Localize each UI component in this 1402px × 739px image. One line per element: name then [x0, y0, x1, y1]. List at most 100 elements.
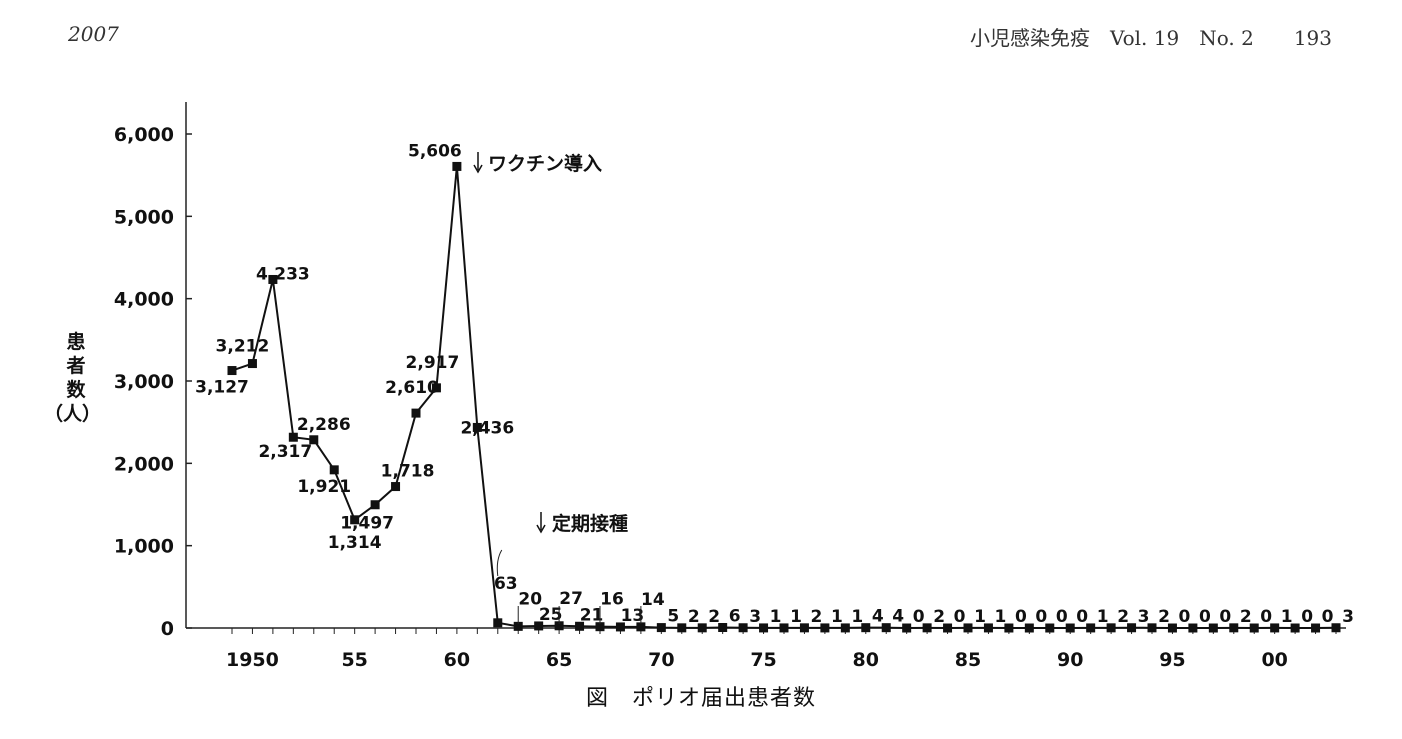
- data-point-1972: [697, 623, 707, 633]
- data-label-1965: 27: [559, 589, 583, 609]
- data-point-1975: [759, 623, 769, 633]
- header-year: 2007: [68, 22, 119, 46]
- annotation-arrowhead-1964: [536, 524, 546, 534]
- data-point-1962: [493, 618, 503, 628]
- data-point-1966: [575, 621, 585, 631]
- data-label-1963: 20: [518, 589, 542, 609]
- data-label-1964: 25: [539, 605, 563, 625]
- data-label-1995: 0: [1179, 607, 1191, 627]
- x-tick-label-1975: 75: [750, 649, 776, 671]
- data-label-1957: 1,718: [381, 462, 435, 482]
- data-label-1976: 1: [790, 607, 802, 627]
- data-point-1995: [1167, 623, 1177, 633]
- data-point-1987: [1004, 623, 1014, 633]
- data-label-1956: 1,497: [340, 514, 394, 534]
- data-label-1951: 4,233: [256, 264, 310, 284]
- data-point-1968: [615, 622, 625, 632]
- data-label-2003: 3: [1342, 607, 1354, 627]
- data-label-1960: 5,606: [408, 141, 462, 161]
- data-label-1997: 0: [1219, 607, 1231, 627]
- y-tick-label-5000: 5,000: [114, 206, 174, 228]
- y-axis-label-line-2: 者: [66, 355, 86, 377]
- data-label-1967: 16: [600, 590, 624, 610]
- data-label-1992: 2: [1117, 607, 1129, 627]
- data-point-1982: [902, 623, 912, 633]
- data-point-1983: [922, 623, 932, 633]
- data-label-1973: 6: [729, 607, 741, 627]
- x-tick-label-1955: 55: [341, 649, 367, 671]
- data-label-1959: 2,917: [406, 353, 460, 373]
- figure-caption: 図 ポリオ届出患者数: [585, 686, 816, 711]
- data-label-1974: 3: [749, 607, 761, 627]
- y-tick-label-4000: 4,000: [114, 289, 174, 311]
- x-tick-label-1985: 85: [955, 649, 981, 671]
- data-label-1986: 1: [995, 607, 1007, 627]
- data-label-1955: 1,314: [328, 533, 382, 553]
- y-axis-label-line-1: 患: [66, 331, 86, 353]
- y-tick-label-0: 0: [161, 618, 174, 640]
- data-point-1956: [370, 500, 380, 510]
- data-point-1984: [943, 623, 953, 633]
- data-point-1989: [1045, 623, 1055, 633]
- data-label-1971: 2: [688, 607, 700, 627]
- x-tick-label-1980: 80: [853, 649, 879, 671]
- data-point-1963: [513, 621, 523, 631]
- data-point-1971: [677, 623, 687, 633]
- x-tick-label-2000: 00: [1261, 649, 1287, 671]
- data-point-1980: [861, 623, 871, 633]
- x-tick-label-1960: 60: [444, 649, 470, 671]
- x-tick-label-1995: 95: [1159, 649, 1185, 671]
- data-label-2001: 0: [1301, 607, 1313, 627]
- data-point-2001: [1290, 623, 1300, 633]
- data-point-1960: [452, 161, 462, 171]
- data-point-1950: [247, 359, 257, 369]
- annotation-arrowhead-1961: [473, 164, 483, 174]
- y-tick-label-2000: 2,000: [114, 453, 174, 475]
- data-label-1984: 0: [954, 607, 966, 627]
- data-label-1999: 0: [1260, 607, 1272, 627]
- data-point-1958: [411, 408, 421, 418]
- header-journal-info: 小児感染免疫 Vol. 19 No. 2 193: [969, 26, 1332, 50]
- data-label-1970: 5: [667, 607, 679, 627]
- data-point-1954: [329, 465, 339, 475]
- data-label-1983: 2: [933, 607, 945, 627]
- data-label-2000: 1: [1281, 607, 1293, 627]
- data-point-1964: [534, 621, 544, 631]
- data-point-1952: [288, 432, 298, 442]
- data-label-1980: 4: [872, 607, 884, 627]
- data-label-1966: 21: [580, 605, 604, 625]
- data-point-1973: [718, 623, 728, 633]
- data-point-1957: [391, 482, 401, 492]
- data-label-1985: 1: [974, 607, 986, 627]
- data-label-1949: 3,127: [195, 378, 249, 398]
- data-label-1954: 1,921: [297, 477, 351, 497]
- y-tick-label-1000: 1,000: [114, 536, 174, 558]
- data-point-1967: [595, 622, 605, 632]
- data-point-1994: [1147, 623, 1157, 633]
- data-label-1952: 2,317: [258, 442, 312, 462]
- data-label-1953: 2,286: [297, 415, 351, 435]
- data-label-1987: 0: [1015, 607, 1027, 627]
- data-point-1951: [268, 274, 278, 284]
- data-point-1961: [472, 422, 482, 432]
- x-tick-label-1965: 65: [546, 649, 572, 671]
- y-tick-label-6000: 6,000: [114, 124, 174, 146]
- data-label-1996: 0: [1199, 607, 1211, 627]
- data-label-1981: 4: [892, 607, 904, 627]
- data-label-1958: 2,610: [385, 378, 439, 398]
- data-point-1992: [1106, 623, 1116, 633]
- data-point-1969: [636, 622, 646, 632]
- data-point-1993: [1127, 623, 1137, 633]
- data-label-1998: 2: [1240, 607, 1252, 627]
- data-point-1998: [1229, 623, 1239, 633]
- data-point-1959: [431, 383, 441, 393]
- data-point-1976: [779, 623, 789, 633]
- data-point-2003: [1331, 623, 1341, 633]
- data-point-2002: [1311, 623, 1321, 633]
- data-point-1990: [1065, 623, 1075, 633]
- annotation-label-1961: ワクチン導入: [488, 152, 602, 175]
- data-label-1978: 1: [831, 607, 843, 627]
- data-label-1969: 14: [641, 590, 665, 610]
- data-point-1985: [963, 623, 973, 633]
- data-label-1989: 0: [1056, 607, 1068, 627]
